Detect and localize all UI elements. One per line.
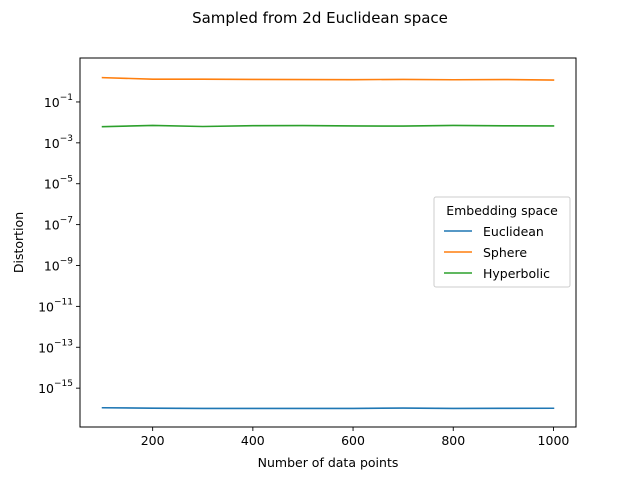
x-tick-label: 1000 [538,433,570,448]
x-axis-label: Number of data points [258,455,399,470]
y-axis-ticks: 10−15 10−13 10−11 10−9 10−7 10−5 10−3 10−1 [38,93,80,396]
x-tick-label: 200 [141,433,165,448]
plot-frame [79,57,577,428]
y-axis-label: Distortion [11,212,26,273]
chart-title: Sampled from 2d Euclidean space [192,9,448,27]
y-tick-label: 10−9 [44,256,73,273]
y-tick-label: 10−15 [38,379,73,396]
x-axis-ticks: 200 400 600 800 1000 [141,427,570,448]
x-tick-label: 400 [241,433,265,448]
y-tick-label: 10−13 [38,338,73,355]
legend-box [433,196,571,288]
legend-label-sphere: Sphere [483,245,527,260]
series-line-euclidean [101,406,555,410]
y-tick-label: 10−11 [38,297,73,314]
x-tick-label: 800 [441,433,465,448]
legend-title: Embedding space [446,203,558,218]
y-tick-label: 10−7 [44,216,73,233]
y-tick-label: 10−1 [44,93,73,110]
legend-label-hyperbolic: Hyperbolic [483,266,550,281]
series-line-sphere [101,76,555,81]
y-tick-label: 10−5 [44,175,73,192]
y-tick-label: 10−3 [44,134,73,151]
legend: Embedding space Euclidean Sphere Hyperboli… [433,196,571,288]
legend-label-euclidean: Euclidean [483,224,544,239]
legend-entries: Euclidean Sphere Hyperbolic [444,224,550,281]
x-tick-label: 600 [341,433,365,448]
series-line-hyperbolic [101,124,555,128]
series-layer [101,76,555,410]
